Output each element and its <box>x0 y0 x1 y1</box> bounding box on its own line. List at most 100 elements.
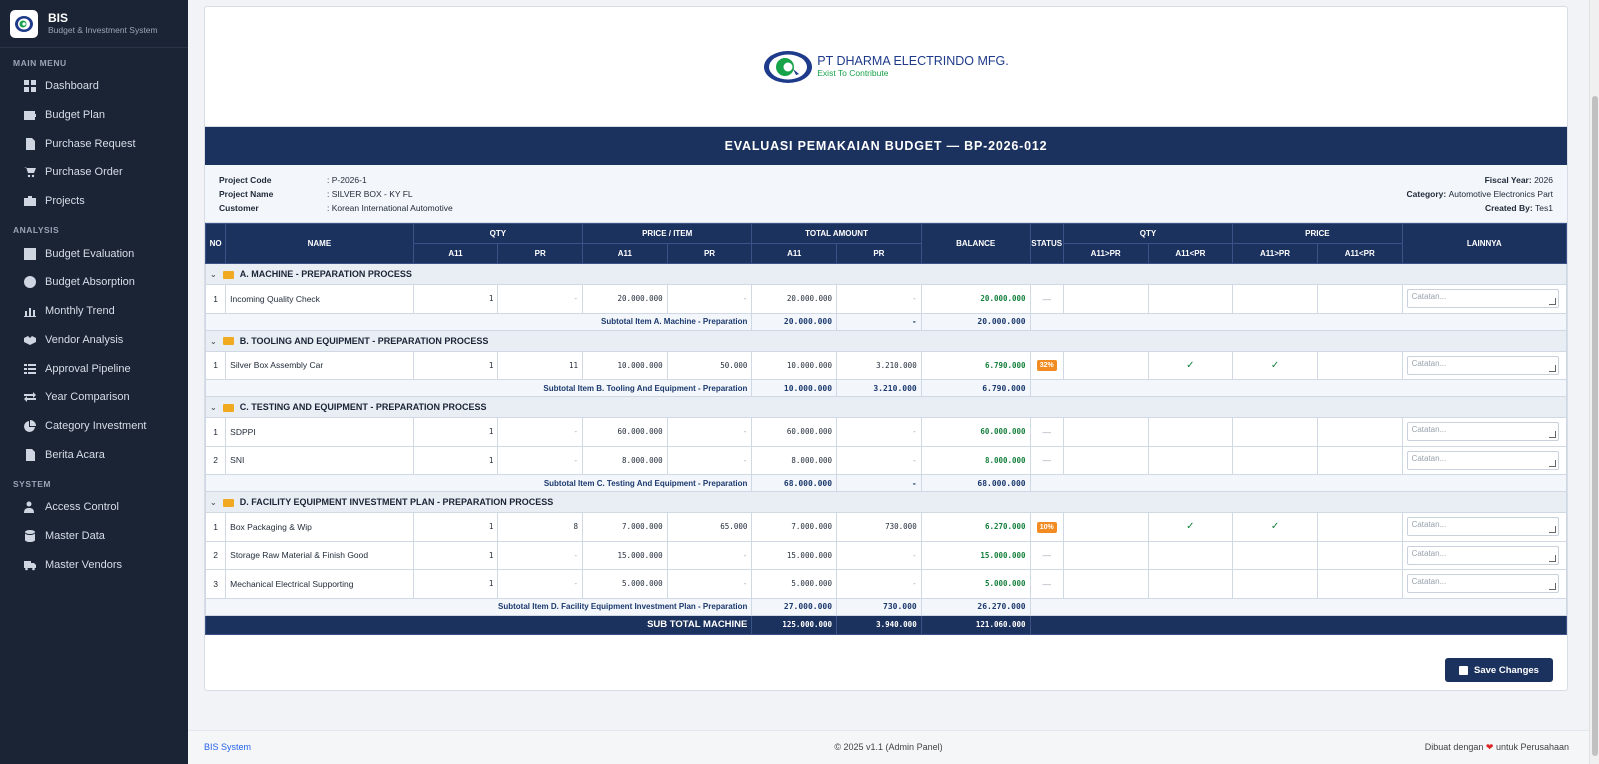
sidebar-item-purchase-order[interactable]: Purchase Order <box>0 158 188 187</box>
sidebar-item-vendor-analysis[interactable]: Vendor Analysis <box>0 326 188 355</box>
balance: 60.000.000 <box>920 417 1031 447</box>
company-logo-icon <box>764 50 813 83</box>
subtotal-balance: 26.270.000 <box>920 597 1031 616</box>
status-badge: 32% <box>1036 360 1057 372</box>
price-pr: - <box>666 417 753 447</box>
file-signature-icon <box>26 448 35 461</box>
sidebar-item-master-data[interactable]: Master Data <box>0 522 188 551</box>
sidebar-item-dashboard[interactable]: Dashboard <box>0 72 188 101</box>
table-row: 1 Incoming Quality Check 1-20.000.000-20.0… <box>204 284 1568 314</box>
category-label: Category: <box>1406 189 1447 199</box>
qty-pr: - <box>497 284 584 314</box>
group-title-cell[interactable]: ⌄ D. FACILITY EQUIPMENT INVESTMENT PLAN -… <box>205 491 1567 513</box>
notes-textarea[interactable]: Catatan... <box>1406 545 1559 565</box>
row-name: Box Packaging & Wip <box>225 512 414 542</box>
notes-cell: Catatan... <box>1401 284 1568 314</box>
created-by-value: Tes1 <box>1535 203 1553 213</box>
header-qty-compare: QTY <box>1062 223 1234 244</box>
status-dash: — <box>1042 578 1051 589</box>
table-body: ⌄ A. MACHINE - PREPARATION PROCESS 1 Incomi… <box>204 263 1568 635</box>
price-a11: 15.000.000 <box>582 540 668 570</box>
status-cell: 10% <box>1029 512 1064 542</box>
notes-textarea[interactable]: Catatan... <box>1406 422 1559 442</box>
sidebar-item-label: Master Vendors <box>45 558 123 571</box>
sidebar-item-approval-pipeline[interactable]: Approval Pipeline <box>0 354 188 383</box>
grand-total-label: SUB TOTAL MACHINE <box>204 614 753 635</box>
group-title-cell[interactable]: ⌄ B. TOOLING AND EQUIPMENT - PREPARATION … <box>205 329 1567 352</box>
table-row: 2 Storage Raw Material & Finish Good 1-15.… <box>204 540 1568 570</box>
status-cell: — <box>1029 445 1064 475</box>
balance: 20.000.000 <box>920 284 1031 314</box>
grand-total-pr: 3.940.000 <box>836 614 922 635</box>
sidebar-item-year-comparison[interactable]: Year Comparison <box>0 383 188 412</box>
sidebar-item-budget-absorption[interactable]: Budget Absorption <box>0 268 188 297</box>
sidebar-item-category-investment[interactable]: Category Investment <box>0 412 188 441</box>
price-a11-lt-pr <box>1316 417 1403 447</box>
header-price-item: PRICE / ITEM <box>582 223 753 244</box>
heart-icon: ❤ <box>1485 742 1494 752</box>
group-title: D. FACILITY EQUIPMENT INVESTMENT PLAN - … <box>239 497 554 507</box>
qty-a11: 1 <box>412 569 499 599</box>
notes-textarea[interactable]: Catatan... <box>1406 574 1559 594</box>
project-name-label: Project Name <box>219 189 274 199</box>
qty-pr: 8 <box>497 512 584 542</box>
sidebar-item-access-control[interactable]: Access Control <box>0 493 188 522</box>
chevron-down-icon[interactable]: ⌄ <box>210 336 217 346</box>
footer-brand-link[interactable]: BIS System <box>204 742 252 752</box>
truck-icon <box>24 560 36 570</box>
notes-textarea[interactable]: Catatan... <box>1406 450 1559 470</box>
price-a11: 20.000.000 <box>582 284 668 314</box>
total-pr: - <box>836 445 922 475</box>
status-dash: — <box>1042 455 1051 466</box>
price-a11-gt-pr <box>1232 417 1318 447</box>
save-changes-button[interactable]: Save Changes <box>1445 658 1553 682</box>
group-row: ⌄ D. FACILITY EQUIPMENT INVESTMENT PLAN -… <box>205 491 1567 513</box>
fiscal-year-label: Fiscal Year: <box>1484 175 1532 185</box>
dashboard-icon <box>24 80 36 93</box>
sidebar-item-projects[interactable]: Projects <box>0 187 188 216</box>
grand-total-empty <box>1029 614 1568 635</box>
subtotal-label: Subtotal Item A. Machine - Preparation <box>204 312 753 331</box>
group-title-cell[interactable]: ⌄ C. TESTING AND EQUIPMENT - PREPARATION … <box>205 396 1567 418</box>
scroll-thumb[interactable] <box>1592 96 1598 756</box>
sidebar-item-budget-plan[interactable]: Budget Plan <box>0 101 188 130</box>
sidebar-item-budget-evaluation[interactable]: Budget Evaluation <box>0 239 188 268</box>
qty-pr: - <box>497 445 584 475</box>
row-name: Storage Raw Material & Finish Good <box>225 540 414 570</box>
notes-cell: Catatan... <box>1401 512 1568 542</box>
subtotal-a11: 27.000.000 <box>751 597 838 616</box>
sidebar-item-label: Projects <box>45 195 85 208</box>
header-status: STATUS <box>1029 223 1064 264</box>
qty-a11-gt-pr <box>1062 417 1149 447</box>
notes-textarea[interactable]: Catatan... <box>1406 355 1559 375</box>
sidebar-item-label: Budget Absorption <box>45 276 135 289</box>
sidebar-item-purchase-request[interactable]: Purchase Request <box>0 129 188 158</box>
brand[interactable]: BIS Budget & Investment System <box>0 0 188 48</box>
sidebar-item-master-vendors[interactable]: Master Vendors <box>0 550 188 579</box>
chevron-down-icon[interactable]: ⌄ <box>210 403 217 412</box>
subtotal-a11: 20.000.000 <box>751 312 838 331</box>
list-check-icon <box>24 363 36 374</box>
notes-textarea[interactable]: Catatan... <box>1406 517 1559 537</box>
sidebar-item-berita-acara[interactable]: Berita Acara <box>0 440 188 469</box>
chevron-down-icon[interactable]: ⌄ <box>210 498 217 507</box>
sidebar-item-label: Monthly Trend <box>45 305 115 318</box>
customer-value: : Korean International Automotive <box>327 203 453 213</box>
sidebar-item-monthly-trend[interactable]: Monthly Trend <box>0 297 188 326</box>
group-title-cell[interactable]: ⌄ A. MACHINE - PREPARATION PROCESS <box>205 263 1567 285</box>
qty-pr: - <box>497 417 584 447</box>
company-header: PT DHARMA ELECTRINDO MFG. Exist To Contr… <box>205 7 1567 127</box>
notes-textarea[interactable]: Catatan... <box>1406 289 1559 309</box>
price-pr: - <box>666 569 753 599</box>
qty-a11-gt-pr <box>1062 540 1149 570</box>
chevron-down-icon[interactable]: ⌄ <box>210 270 217 279</box>
price-a11-lt-pr <box>1316 350 1403 380</box>
status-badge: 10% <box>1036 521 1057 533</box>
price-pr: 50.000 <box>666 350 753 380</box>
footer: BIS System © 2025 v1.1 (Admin Panel) Dib… <box>188 730 1589 764</box>
pie-chart-icon <box>24 419 36 432</box>
customer-label: Customer <box>219 203 259 213</box>
header-qty-a11-gt-pr: A11>PR <box>1062 243 1149 264</box>
users-cog-icon <box>24 501 34 514</box>
page-scrollbar[interactable] <box>1589 0 1599 764</box>
